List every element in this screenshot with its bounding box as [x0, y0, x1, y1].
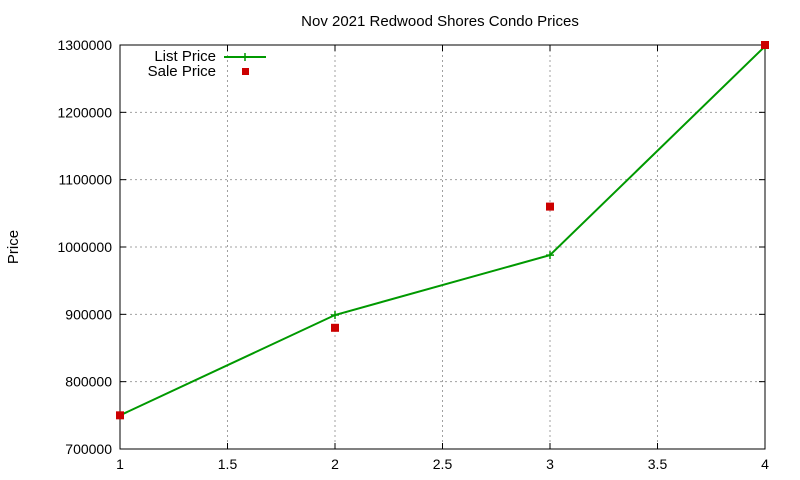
y-tick-label: 800000: [65, 374, 112, 390]
legend-marker-sale-price: [242, 68, 249, 75]
x-tick-label: 1.5: [218, 456, 238, 472]
x-tick-label: 1: [116, 456, 124, 472]
chart-title: Nov 2021 Redwood Shores Condo Prices: [301, 13, 579, 30]
sale-price-point: [761, 41, 769, 49]
legend-label-sale-price: Sale Price: [148, 63, 216, 80]
x-tick-label: 3.5: [648, 456, 668, 472]
list-price-line: [119, 45, 766, 417]
sale-price-point: [546, 202, 554, 211]
y-tick-label: 1000000: [57, 239, 112, 255]
axis-ticks: 1 1.5 2 2.5 3 3.5 4 700000 800000 900000 1000000 11…: [57, 37, 769, 472]
y-tick-label: 1300000: [57, 37, 112, 53]
list-price-point: [546, 251, 554, 260]
y-tick-label: 1100000: [59, 172, 113, 188]
legend: List Price Sale Price: [148, 48, 266, 80]
x-tick-label: 4: [761, 456, 769, 472]
legend-marker-list-price: [241, 53, 249, 61]
y-tick-label: 700000: [65, 441, 112, 457]
sale-price-point: [331, 323, 339, 332]
y-tick-label: 1200000: [57, 104, 112, 120]
legend-label-list-price: List Price: [154, 48, 216, 65]
x-tick-label: 2: [331, 456, 339, 472]
x-tick-label: 2.5: [433, 456, 453, 472]
x-tick-label: 3: [546, 456, 554, 472]
sale-price-point: [116, 411, 124, 420]
y-tick-label: 900000: [65, 306, 112, 322]
data-series: [116, 41, 769, 420]
y-axis-label: Price: [5, 230, 22, 264]
list-price-point: [331, 311, 339, 320]
grid: [120, 45, 765, 449]
